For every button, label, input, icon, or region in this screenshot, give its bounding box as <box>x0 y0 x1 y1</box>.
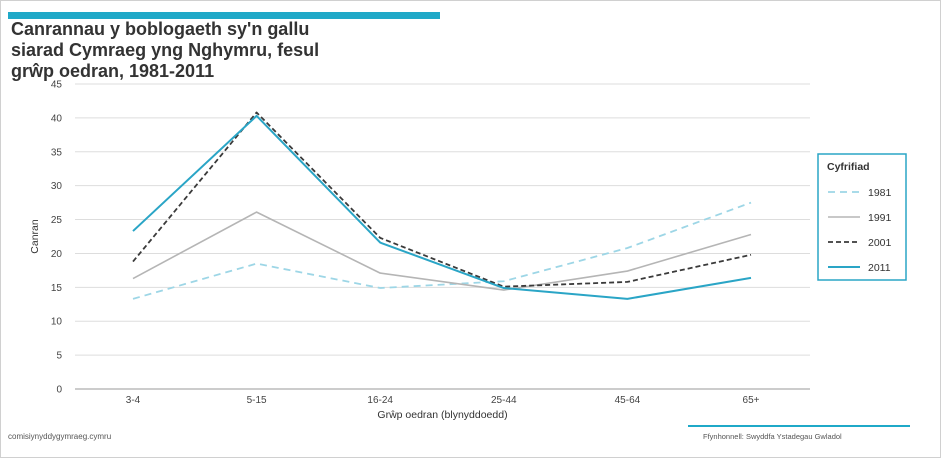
legend-label-1991: 1991 <box>868 212 892 224</box>
legend-label-2001: 2001 <box>868 237 892 249</box>
y-axis-title: Canran <box>29 219 41 254</box>
chart-title: Canrannau y boblogaeth sy'n gallu siarad… <box>11 19 320 81</box>
y-axis-ticks: 0 5 10 15 20 25 30 35 40 45 <box>51 80 63 396</box>
series-line-2011 <box>132 114 752 300</box>
title-accent-bar <box>8 12 440 19</box>
y-tick-label: 25 <box>51 215 63 226</box>
y-tick-label: 30 <box>51 181 63 192</box>
series-line-1991 <box>132 211 752 291</box>
x-tick-label: 5-15 <box>247 395 267 406</box>
legend-label-1981: 1981 <box>868 187 892 199</box>
x-tick-label: 25-44 <box>491 395 517 406</box>
website-footer: comisiynyddygymraeg.cymru <box>8 432 112 441</box>
legend-title: Cyfrifiad <box>827 161 870 173</box>
y-tick-label: 15 <box>51 283 63 294</box>
y-tick-label: 35 <box>51 147 63 158</box>
source-rule <box>688 425 910 427</box>
x-tick-label: 45-64 <box>615 395 641 406</box>
x-tick-label: 3-4 <box>126 395 141 406</box>
data-series <box>132 111 752 300</box>
x-tick-label: 65+ <box>743 395 760 406</box>
legend-label-2011: 2011 <box>868 262 891 274</box>
series-line-1981 <box>132 201 752 300</box>
legend-items: 1981 1991 2001 2011 <box>828 187 892 274</box>
x-tick-label: 16-24 <box>367 395 393 406</box>
legend: Cyfrifiad 1981 1991 2001 2011 <box>817 153 907 281</box>
y-tick-label: 0 <box>56 385 62 396</box>
y-tick-label: 20 <box>51 249 63 260</box>
y-tick-label: 45 <box>51 80 63 91</box>
y-tick-label: 10 <box>51 317 63 328</box>
y-tick-label: 5 <box>56 351 62 362</box>
y-tick-label: 40 <box>51 113 63 124</box>
gridlines <box>75 83 810 390</box>
series-line-2001 <box>132 111 752 288</box>
source-footer: Ffynhonnell: Swyddfa Ystadegau Gwladol <box>703 432 842 441</box>
x-axis-title: Grŵp oedran (blynyddoedd) <box>377 409 507 421</box>
x-axis-ticks: 3-4 5-15 16-24 25-44 45-64 65+ <box>126 395 760 406</box>
